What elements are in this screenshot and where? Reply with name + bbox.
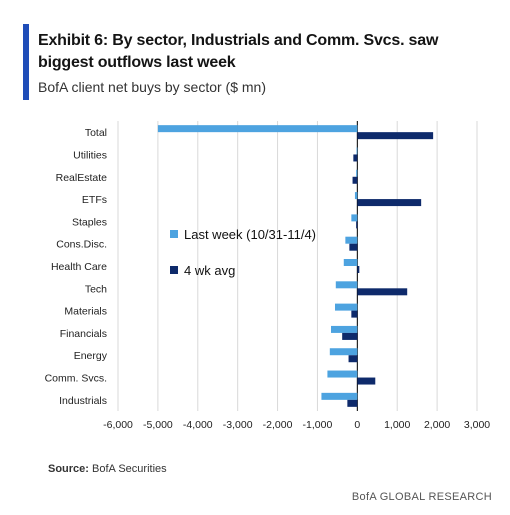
x-tick-label: -2,000 bbox=[263, 419, 293, 431]
legend-swatch bbox=[170, 266, 178, 274]
x-tick-label: 3,000 bbox=[464, 419, 490, 431]
x-tick-label: 2,000 bbox=[424, 419, 450, 431]
bar-4wk-avg bbox=[347, 399, 358, 407]
brand-footer: BofA GLOBAL RESEARCH bbox=[351, 491, 492, 503]
legend-label: 4 wk avg bbox=[184, 263, 235, 278]
category-label: Staples bbox=[72, 216, 107, 228]
bar-last-week bbox=[157, 125, 358, 133]
x-tick-label: -5,000 bbox=[143, 419, 173, 431]
bar-last-week bbox=[331, 325, 358, 333]
bar-4wk-avg bbox=[357, 377, 376, 385]
x-tick-label: 0 bbox=[354, 419, 360, 431]
category-label: Utilities bbox=[73, 149, 107, 161]
bar-4wk-avg bbox=[342, 332, 358, 340]
category-label: RealEstate bbox=[56, 172, 108, 184]
category-label: Cons.Disc. bbox=[56, 239, 107, 251]
x-tick-label: -3,000 bbox=[223, 419, 253, 431]
legend-swatch bbox=[170, 230, 178, 238]
chart-subtitle: BofA client net buys by sector ($ mn) bbox=[38, 79, 266, 95]
category-label: Total bbox=[85, 127, 107, 139]
bar-4wk-avg bbox=[353, 154, 358, 162]
x-tick-label: -1,000 bbox=[303, 419, 333, 431]
category-label: Industrials bbox=[59, 395, 107, 407]
bar-last-week bbox=[345, 236, 358, 244]
category-label: Health Care bbox=[51, 261, 107, 273]
bar-4wk-avg bbox=[349, 243, 358, 251]
bar-4wk-avg bbox=[357, 266, 360, 273]
bar-last-week bbox=[334, 303, 358, 311]
bar-last-week bbox=[321, 392, 358, 400]
category-label: Financials bbox=[60, 328, 107, 340]
bar-last-week bbox=[335, 281, 358, 289]
bar-last-week bbox=[354, 192, 358, 200]
category-label: ETFs bbox=[82, 194, 107, 206]
category-label: Tech bbox=[85, 283, 107, 295]
category-label: Energy bbox=[74, 350, 108, 362]
source-text: BofA Securities bbox=[92, 463, 167, 475]
bar-4wk-avg bbox=[357, 132, 434, 140]
category-label: Comm. Svcs. bbox=[45, 373, 107, 385]
source-note: Source: BofA Securities bbox=[48, 463, 167, 475]
x-tick-label: 1,000 bbox=[384, 419, 410, 431]
bar-last-week bbox=[356, 169, 358, 177]
bar-last-week bbox=[343, 259, 358, 266]
bar-last-week bbox=[351, 214, 358, 222]
x-tick-label: -4,000 bbox=[183, 419, 213, 431]
bar-4wk-avg bbox=[348, 355, 358, 363]
chart-title: Exhibit 6: By sector, Industrials and Co… bbox=[38, 32, 439, 71]
accent-bar bbox=[23, 24, 29, 100]
bar-4wk-avg bbox=[357, 288, 408, 296]
bar-4wk-avg bbox=[356, 221, 358, 229]
bar-4wk-avg bbox=[351, 310, 358, 318]
category-label: Materials bbox=[64, 306, 107, 318]
x-tick-label: -6,000 bbox=[103, 419, 133, 431]
bar-last-week bbox=[327, 370, 358, 378]
bar-last-week bbox=[356, 147, 358, 155]
bar-last-week bbox=[329, 348, 358, 356]
bar-chart: -6,000 -5,000 -4,000 -3,000 -2,000 -1,000 0 1,0… bbox=[45, 121, 490, 431]
bar-4wk-avg bbox=[352, 176, 358, 184]
source-label: Source: bbox=[48, 463, 89, 475]
legend-label: Last week (10/31-11/4) bbox=[184, 227, 316, 242]
bar-4wk-avg bbox=[357, 199, 422, 207]
